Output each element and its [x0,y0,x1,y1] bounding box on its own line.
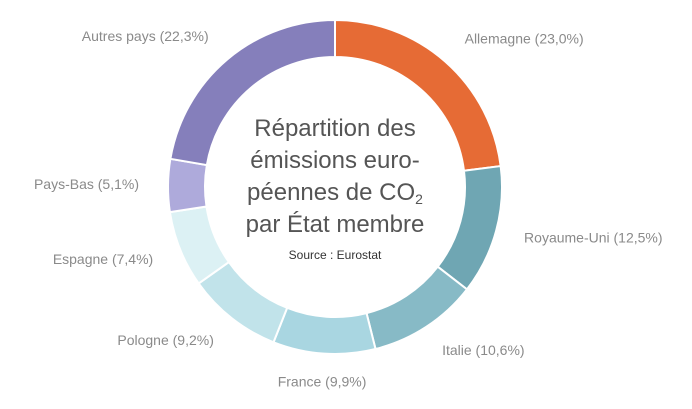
chart-title: Répartition des émissions euro- péennes … [205,113,465,241]
chart-title-line-3-text: péennes de CO [247,179,416,206]
chart-title-line-2: émissions euro- [250,147,420,174]
slice-label-6: Pays-Bas (5,1%) [34,176,139,192]
slice-label-3: France (9,9%) [278,373,367,389]
slice-label-5: Espagne (7,4%) [53,251,153,267]
slice-labels: Allemagne (23,0%) Royaume-Uni (12,5%) Ital… [34,28,663,389]
slice-label-1: Royaume-Uni (12,5%) [524,229,663,245]
donut-slice-2 [365,265,469,351]
slice-label-4: Pologne (9,2%) [117,332,214,348]
slice-label-0: Allemagne (23,0%) [465,31,584,47]
slice-label-2: Italie (10,6%) [442,342,524,358]
donut-slice-3 [272,306,377,355]
chart-title-line-3: péennes de CO2 [205,177,465,209]
chart-source: Source : Eurostat [288,248,382,262]
donut-slice-6 [167,157,209,214]
donut-slice-7 [169,18,336,167]
slice-label-7: Autres pays (22,3%) [82,28,209,44]
chart-title-line-4: par État membre [245,211,425,238]
chart-title-subscript: 2 [415,191,423,207]
donut-slices [167,18,503,355]
chart-title-line-1: Répartition des [254,115,416,142]
